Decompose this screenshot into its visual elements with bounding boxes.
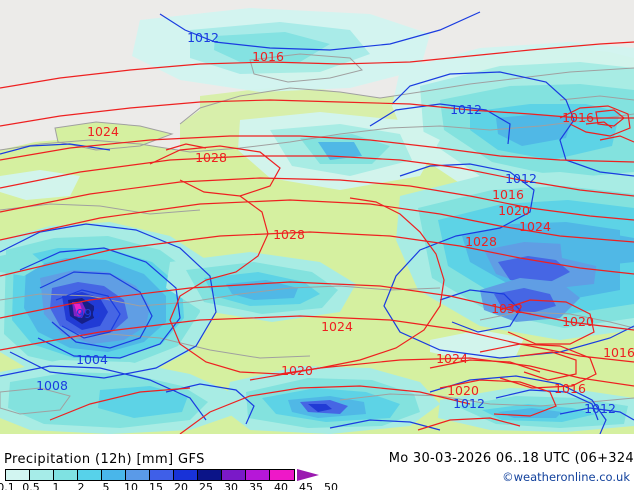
color-scale-swatch <box>150 470 174 480</box>
isobar-label: 1016 <box>252 49 284 64</box>
color-scale-swatch <box>246 470 270 480</box>
color-scale-swatch <box>30 470 54 480</box>
isobar-label: 1012 <box>453 396 485 411</box>
isobar-label: 1024 <box>436 351 468 366</box>
color-scale-tick-label: 5 <box>102 481 110 490</box>
color-scale-swatch <box>174 470 198 480</box>
isobar-label: 996 <box>76 306 100 321</box>
isobar-label: 1012 <box>584 401 616 416</box>
color-scale-swatch <box>222 470 246 480</box>
isobars-low <box>0 11 634 434</box>
color-scale-swatch <box>102 470 126 480</box>
color-scale-tick-label: 50 <box>324 481 338 490</box>
isobar-label: 1004 <box>76 352 108 367</box>
isobar-label: 1008 <box>36 378 68 393</box>
precipitation-field <box>0 8 634 434</box>
isobar-label: 1028 <box>195 150 227 165</box>
isobar-label: 1016 <box>603 345 634 360</box>
map-graphic: 1012101210161016102410241012101210161016… <box>0 8 634 434</box>
isobar-label: 1028 <box>273 227 305 242</box>
coastline-layer <box>0 53 634 415</box>
color-scale-tick-label: 0.1 <box>0 481 15 490</box>
isobar-label: 1024 <box>87 124 119 139</box>
isobar-label: 1016 <box>492 187 524 202</box>
color-scale-tick-label: 0.5 <box>22 481 40 490</box>
color-scale-tick-label: 1 <box>52 481 60 490</box>
isobar-label: 1012 <box>505 171 537 186</box>
isobar-label: 1020 <box>447 383 479 398</box>
color-scale-ticks: 0.1 0.5 1 2 5 10 15 20 25 30 35 40 45 50 <box>0 481 338 490</box>
color-scale-tick-label: 40 <box>274 481 288 490</box>
isobar-label: 1028 <box>465 234 497 249</box>
isobar-label: 1024 <box>519 219 551 234</box>
isobar-label: 1020 <box>498 203 530 218</box>
color-scale-tick-label: 2 <box>77 481 85 490</box>
isobar-label: 1012 <box>187 30 219 45</box>
color-scale-swatch <box>270 470 294 480</box>
color-scale-tick-label: 30 <box>224 481 238 490</box>
legend-footer: Precipitation (12h) [mm] GFS 0.1 0.5 1 2 5 10… <box>0 434 634 490</box>
color-scale-swatch <box>78 470 102 480</box>
isobar-label: 1012 <box>450 102 482 117</box>
color-scale-tick-label: 35 <box>249 481 263 490</box>
color-scale-tick-label: 20 <box>174 481 188 490</box>
color-scale-swatch <box>6 470 30 480</box>
color-scale-tick-label: 45 <box>299 481 313 490</box>
color-scale-swatch <box>54 470 78 480</box>
color-scale-tick-label: 10 <box>124 481 138 490</box>
color-scale-tick-label: 15 <box>149 481 163 490</box>
isobar-label: 1020 <box>281 363 313 378</box>
provider-credit: ©weatheronline.co.uk <box>502 470 630 484</box>
isobars-high <box>0 41 634 434</box>
isobar-labels: 1012101210161016102410241012101210161016… <box>36 30 634 416</box>
legend-title: Precipitation (12h) [mm] GFS <box>4 452 205 467</box>
color-scale-swatch <box>198 470 222 480</box>
color-scale: 0.1 0.5 1 2 5 10 15 20 25 30 35 40 45 50 <box>0 469 338 490</box>
isobar-label: 1016 <box>562 110 594 125</box>
isobar-label: 1020 <box>562 314 594 329</box>
isobar-label: 1024 <box>321 319 353 334</box>
weather-map-canvas[interactable]: 1012101210161016102410241012101210161016… <box>0 0 634 434</box>
isobar-label: 1032 <box>491 301 523 316</box>
model-run-timestamp: Mo 30-03-2026 06..18 UTC (06+324 <box>388 451 634 466</box>
color-scale-overflow-arrow <box>297 469 319 481</box>
color-scale-swatch <box>126 470 150 480</box>
color-scale-bar <box>5 469 295 481</box>
color-scale-tick-label: 25 <box>199 481 213 490</box>
isobar-label: 1016 <box>554 381 586 396</box>
